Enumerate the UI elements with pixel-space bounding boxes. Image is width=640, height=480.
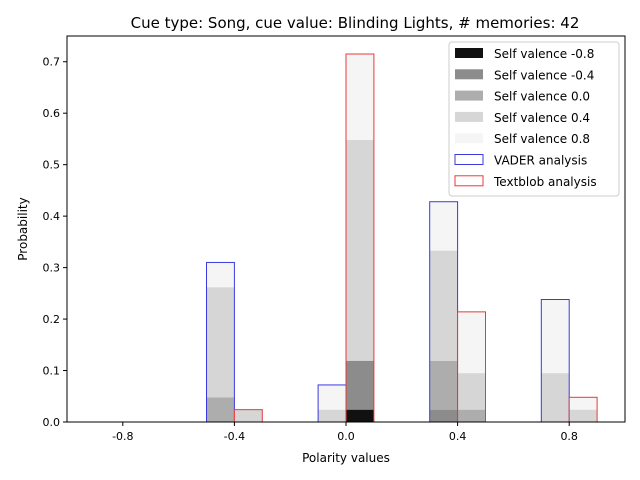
y-tick-label: 0.6 [43, 107, 61, 120]
plot-frame [66, 35, 626, 423]
bar-segment [541, 299, 570, 374]
y-tick-label: 0.1 [43, 365, 61, 378]
y-tick-label: 0.3 [43, 262, 61, 275]
bar-segment [346, 139, 374, 361]
legend-label: Textblob analysis [493, 175, 597, 189]
y-tick-label: 0.5 [43, 159, 61, 172]
bar-segment [429, 250, 458, 361]
bar-segment [569, 397, 598, 410]
x-tick-label: 0.8 [560, 430, 578, 443]
x-axis-label: Polarity values [302, 451, 390, 465]
bar-segment [206, 397, 235, 422]
legend-label: Self valence 0.4 [494, 111, 590, 125]
bar-segment [318, 384, 346, 410]
bar-segment [541, 373, 570, 422]
y-axis-label: Probability [16, 197, 30, 260]
y-tick-label: 0.7 [43, 56, 61, 69]
legend-label: Self valence -0.8 [494, 47, 594, 61]
legend: Self valence -0.8 Self valence -0.4 Self v… [448, 41, 620, 197]
y-axis-ticks: 0.0 0.1 0.2 0.3 0.4 0.5 0.6 0.7 [43, 56, 67, 429]
bar-segment [429, 409, 458, 422]
bar-segment [234, 409, 263, 422]
bar-segment [457, 409, 486, 422]
bar-segment [346, 54, 374, 140]
bar-segment [457, 311, 486, 374]
bar-segment [429, 360, 458, 410]
legend-label: VADER analysis [494, 154, 587, 168]
legend-label: Self valence -0.4 [494, 68, 594, 82]
legend-swatch [455, 69, 483, 80]
x-tick-label: 0.0 [337, 430, 355, 443]
bar-segment [318, 409, 346, 422]
x-tick-label: 0.4 [449, 430, 467, 443]
bar-segment [206, 262, 235, 288]
y-tick-label: 0.2 [43, 313, 61, 326]
legend-label: Self valence 0.8 [494, 132, 590, 146]
bar-segment [429, 201, 458, 251]
bar-segment [346, 360, 374, 410]
legend-label: Self valence 0.0 [494, 90, 590, 104]
y-tick-label: 0.0 [43, 416, 61, 429]
x-tick-label: -0.8 [112, 430, 133, 443]
bar-segment [457, 373, 486, 410]
legend-swatch [455, 133, 483, 144]
x-tick-label: -0.4 [224, 430, 245, 443]
chart-title: Cue type: Song, cue value: Blinding Ligh… [131, 14, 580, 32]
legend-swatch [455, 48, 483, 58]
bar-segment [569, 409, 598, 422]
bar-segment [346, 409, 374, 422]
bars-group [94, 53, 598, 423]
legend-swatch [455, 111, 483, 122]
y-tick-label: 0.4 [43, 210, 61, 223]
legend-frame [448, 41, 620, 197]
x-axis-ticks: -0.8 -0.4 0.0 0.4 0.8 [112, 422, 578, 443]
legend-swatch [454, 175, 484, 187]
legend-swatch [454, 154, 484, 165]
bar-segment [206, 287, 235, 398]
legend-swatch [455, 90, 483, 101]
